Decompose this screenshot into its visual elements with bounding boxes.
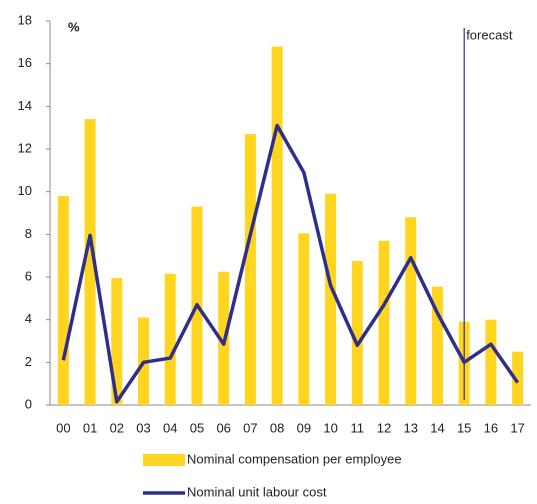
x-tick-label: 06 <box>216 420 230 435</box>
y-tick-label: 0 <box>25 396 32 411</box>
bar <box>298 233 310 405</box>
x-tick-label: 15 <box>457 420 471 435</box>
x-tick-label: 13 <box>404 420 418 435</box>
x-tick-label: 04 <box>163 420 177 435</box>
y-tick-label: 2 <box>25 354 32 369</box>
x-tick-label: 01 <box>83 420 97 435</box>
bar <box>271 46 283 405</box>
legend-label: Nominal unit labour cost <box>187 484 327 499</box>
x-tick-label: 07 <box>243 420 257 435</box>
y-tick-label: 10 <box>18 183 32 198</box>
bar <box>111 278 123 405</box>
x-tick-label: 11 <box>351 420 365 435</box>
x-tick-label: 05 <box>190 420 204 435</box>
y-tick-label: 18 <box>18 12 32 27</box>
y-tick-label: 12 <box>18 140 32 155</box>
bar <box>431 286 443 405</box>
legend-swatch <box>143 454 185 466</box>
x-tick-label: 09 <box>297 420 311 435</box>
bar <box>512 351 524 405</box>
bar <box>378 240 390 405</box>
y-tick-label: 6 <box>25 268 32 283</box>
bar <box>351 261 363 405</box>
bar <box>405 217 417 405</box>
annotation: forecast <box>466 27 513 42</box>
x-tick-label: 16 <box>484 420 498 435</box>
x-tick-label: 00 <box>56 420 70 435</box>
x-tick-label: 14 <box>430 420 444 435</box>
bar <box>164 273 176 405</box>
bar <box>325 193 337 405</box>
bar <box>57 195 69 405</box>
x-tick-label: 17 <box>510 420 524 435</box>
x-tick-label: 12 <box>377 420 391 435</box>
y-tick-label: 4 <box>25 311 32 326</box>
y-axis-label: % <box>68 19 80 34</box>
line <box>61 123 520 404</box>
legend-label: Nominal compensation per employee <box>187 451 402 466</box>
x-tick-label: 02 <box>110 420 124 435</box>
y-tick-label: 8 <box>25 226 32 241</box>
bar <box>244 134 256 406</box>
bar <box>485 319 497 405</box>
y-tick-label: 14 <box>18 98 32 113</box>
y-tick-label: 16 <box>18 55 32 70</box>
x-tick-label: 10 <box>323 420 337 435</box>
x-tick-label: 08 <box>270 420 284 435</box>
bar <box>84 119 96 405</box>
x-tick-label: 03 <box>136 420 150 435</box>
